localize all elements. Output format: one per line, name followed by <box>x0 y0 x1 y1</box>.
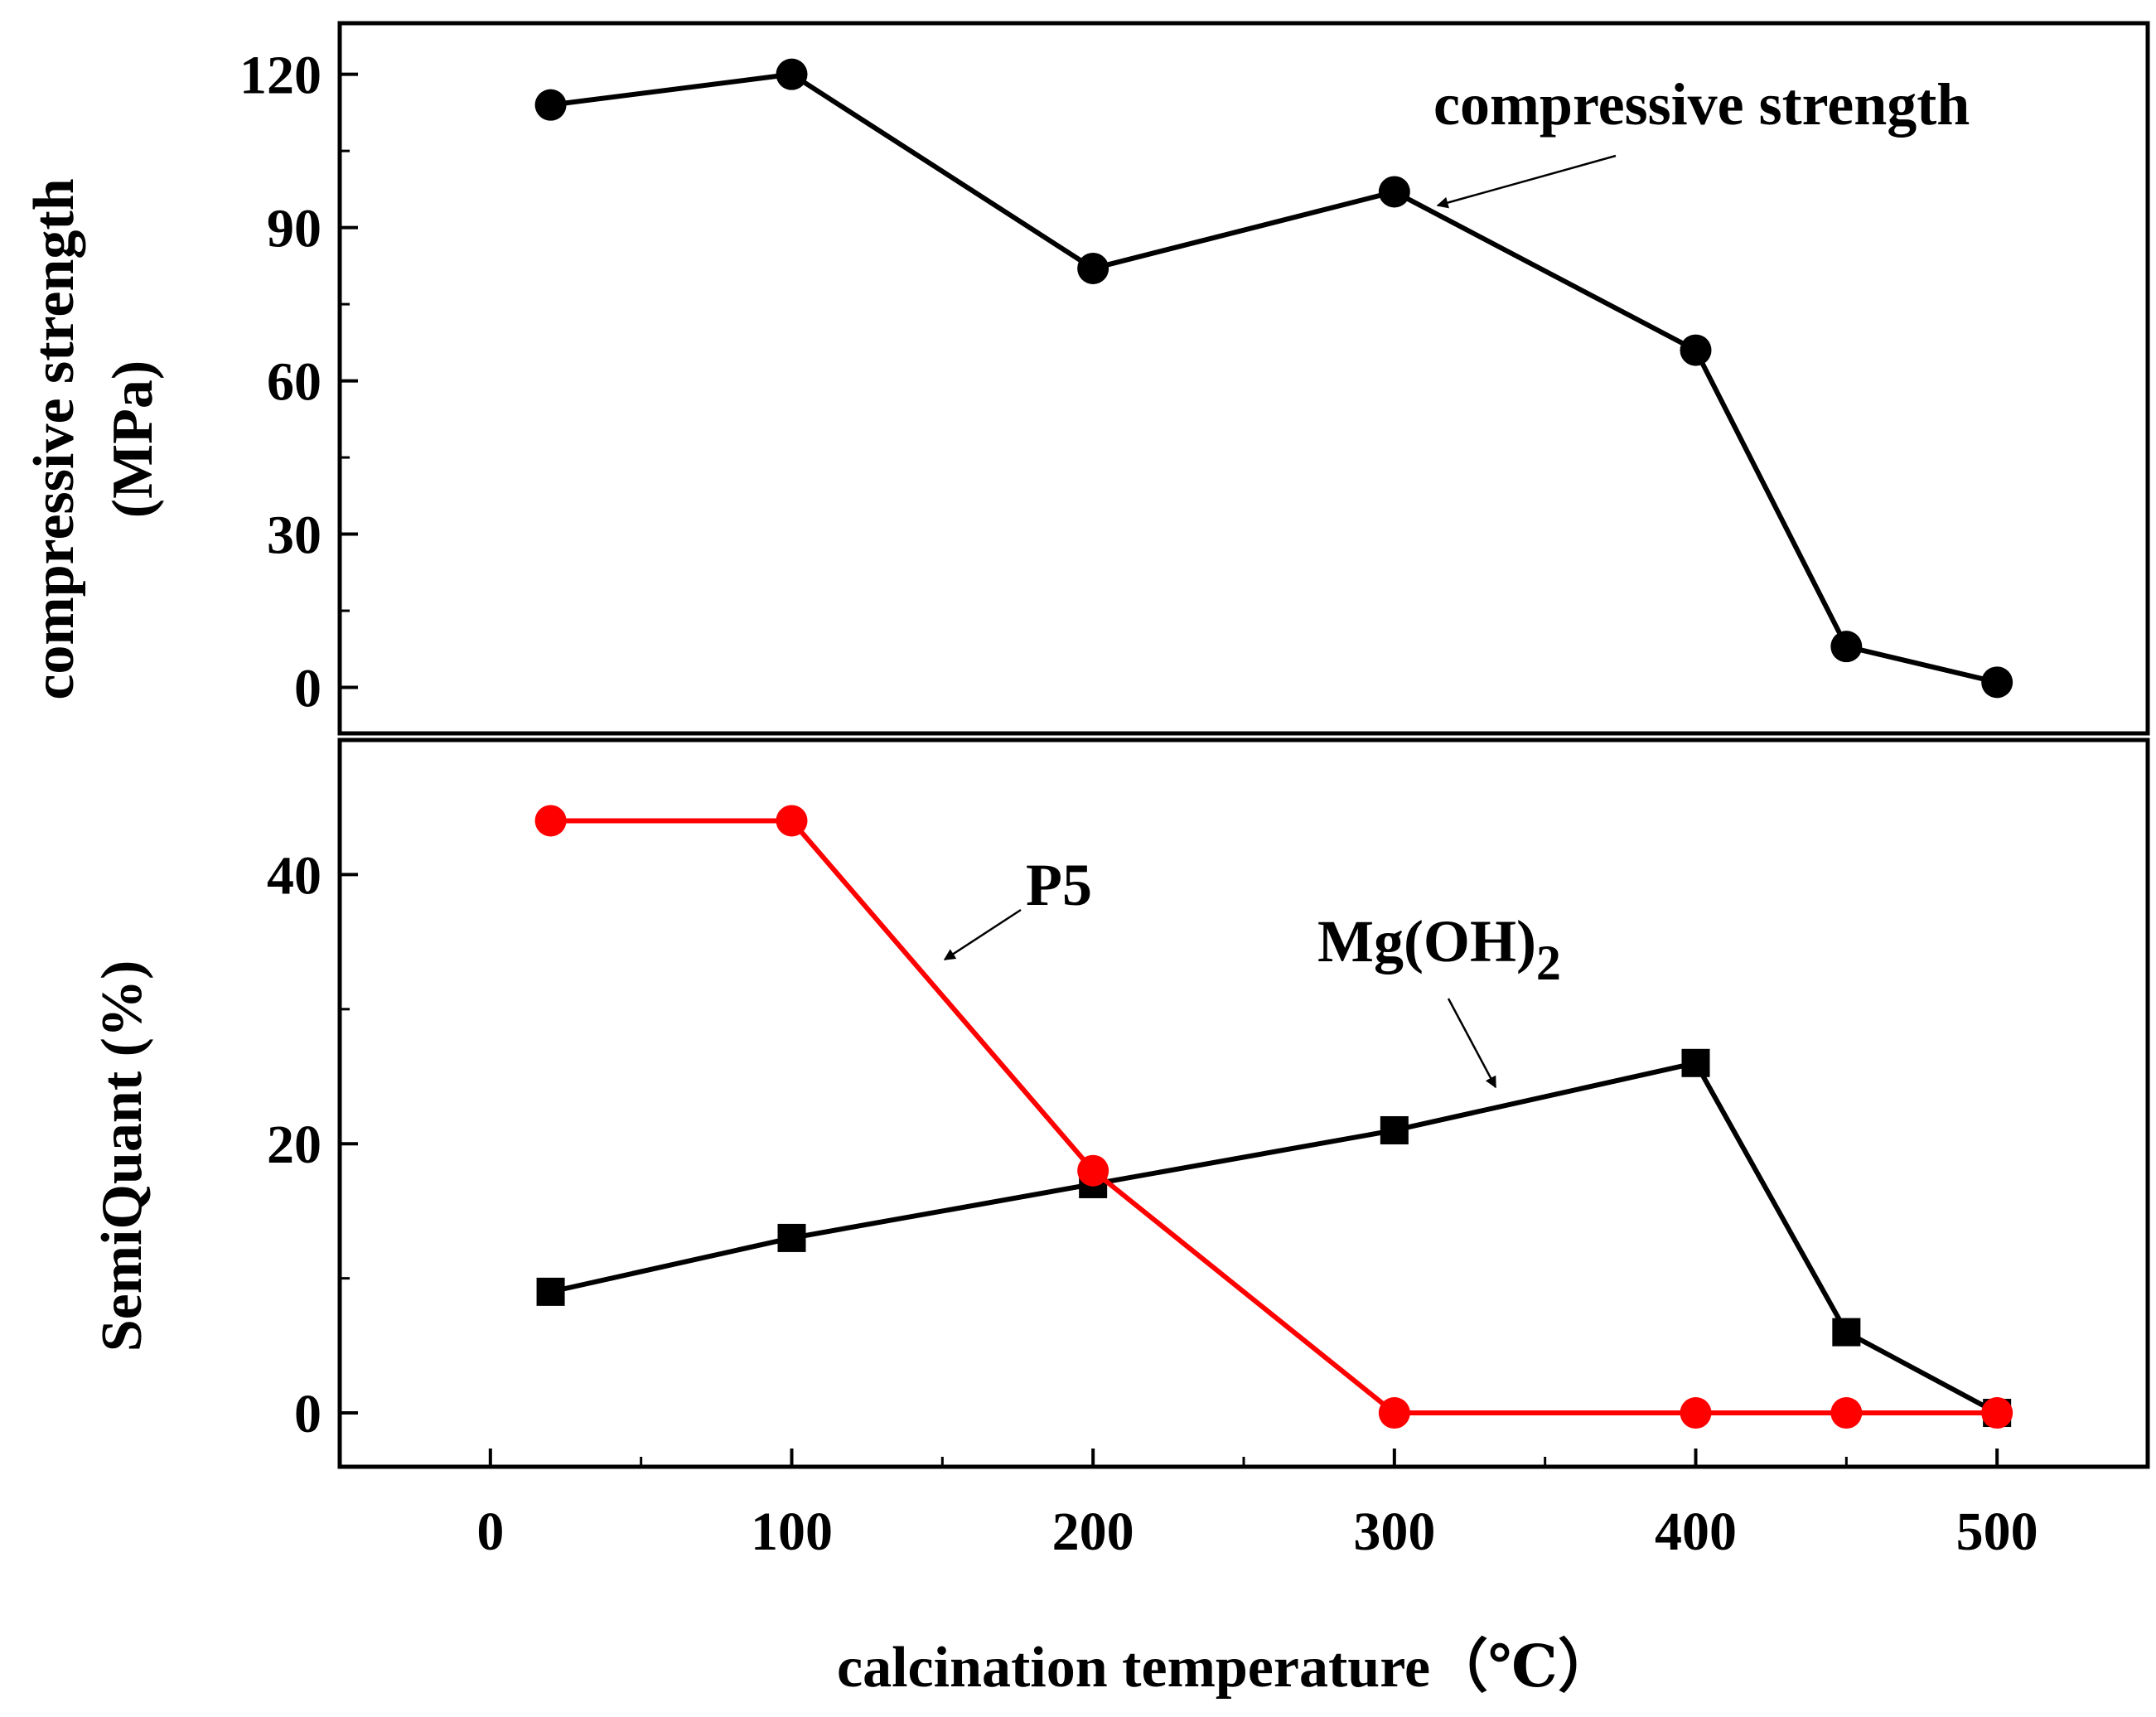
top-y-axis-title-line2: (MPa) <box>101 360 165 518</box>
top-y-tick-label: 60 <box>267 352 321 413</box>
top-panel-frame <box>337 21 2150 736</box>
p5-point <box>1077 1154 1109 1187</box>
bottom-y-axis-title: SemiQuant (%) <box>90 960 154 1352</box>
mgoh2-line <box>549 1060 1999 1415</box>
annotation-mgoh2: Mg(OH)2 <box>1317 908 1561 990</box>
p5-point <box>534 805 567 837</box>
compressive-strength-point <box>776 58 808 90</box>
top-y-tick-label: 30 <box>267 505 321 566</box>
x-tick-label: 300 <box>1353 1502 1435 1562</box>
bottom-y-tick-label: 20 <box>267 1115 321 1175</box>
annotation-compressive-strength: compressive strength <box>1433 71 1970 138</box>
compressive-strength-point <box>1077 252 1109 284</box>
compressive-strength-point <box>1378 176 1410 208</box>
mgoh2-point <box>1832 1318 1861 1347</box>
mgoh2-point <box>777 1223 806 1252</box>
bottom-y-tick-label: 0 <box>294 1384 321 1444</box>
annotation-arrow-mgoh2 <box>1447 998 1497 1089</box>
top-y-axis: 0 30 60 90 120 <box>239 46 358 719</box>
annotation-arrow-compressive-strength <box>1436 154 1617 209</box>
compressive-strength-point <box>1680 334 1712 366</box>
annotation-mgoh2-main: Mg(OH) <box>1317 908 1536 975</box>
top-y-tick-label: 120 <box>239 46 321 106</box>
x-axis-title: calcination temperature（℃） <box>837 1635 1616 1700</box>
series-layer <box>534 58 2013 1429</box>
annotation-arrow-p5 <box>943 908 1022 961</box>
p5-point <box>1680 1397 1712 1429</box>
top-y-tick-label: 0 <box>294 659 321 719</box>
x-tick-label: 500 <box>1956 1502 2038 1562</box>
compressive-strength-point <box>534 89 567 121</box>
p5-point <box>776 805 808 837</box>
x-tick-label: 200 <box>1052 1502 1134 1562</box>
annotation-mgoh2-subscript: 2 <box>1536 936 1561 990</box>
compressive-strength-point <box>1830 631 1863 663</box>
p5-point <box>1981 1397 2013 1429</box>
mgoh2-point <box>536 1277 565 1306</box>
mgoh2-point <box>1681 1048 1710 1077</box>
annotation-p5: P5 <box>1026 852 1092 918</box>
p5-point <box>1378 1397 1410 1429</box>
top-y-tick-label: 90 <box>267 199 321 259</box>
p5-line <box>550 818 1998 1416</box>
mgoh2-point <box>1380 1115 1409 1144</box>
x-tick-label: 400 <box>1655 1502 1737 1562</box>
compressive-strength-point <box>1981 666 2013 699</box>
p5-point <box>1830 1397 1863 1429</box>
x-tick-label: 0 <box>476 1502 504 1562</box>
compressive-strength-line <box>550 71 1998 685</box>
x-tick-label: 100 <box>751 1502 833 1562</box>
bottom-y-tick-label: 40 <box>267 845 321 906</box>
bottom-panel-frame <box>337 738 2150 1469</box>
top-y-axis-title-line1: compressive strength <box>22 178 86 699</box>
